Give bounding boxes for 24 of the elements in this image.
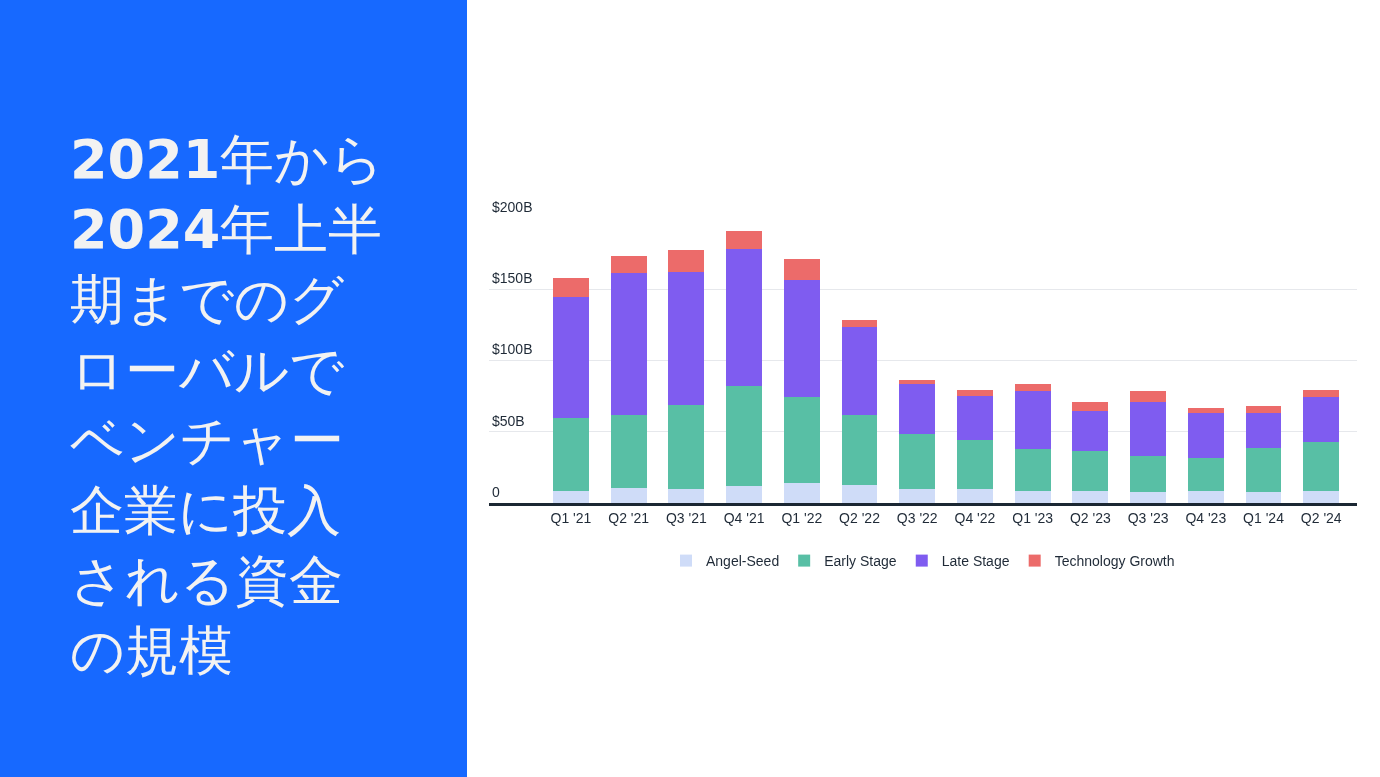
x-tick-label: Q2 '21 <box>608 509 650 526</box>
chart-title: 2021年から2024年上半期までのグローバルでベンチャー企業に投入される資金の規模 <box>70 128 385 683</box>
x-tick-label: Q3 '23 <box>1127 509 1169 526</box>
x-tick-label: Q1 '22 <box>781 509 823 526</box>
x-tick-label: Q4 '23 <box>1185 509 1227 526</box>
y-tick-label: $200B <box>492 198 533 215</box>
x-tick-label: Q1 '23 <box>1012 509 1054 526</box>
legend-label: Angel-Seed <box>706 553 780 570</box>
x-tick-label: Q2 '24 <box>1300 509 1342 526</box>
legend-label: Early Stage <box>824 553 897 570</box>
x-tick-label: Q2 '22 <box>839 509 881 526</box>
x-tick-label: Q2 '23 <box>1069 509 1111 526</box>
x-tick-label: Q1 '24 <box>1243 509 1285 526</box>
x-tick-label: Q4 '21 <box>723 509 765 526</box>
y-tick-label: $100B <box>492 341 533 358</box>
x-tick-label: Q1 '21 <box>550 509 592 526</box>
y-tick-label: $150B <box>492 270 533 287</box>
y-tick-label: $50B <box>492 412 525 429</box>
y-tick-label: 0 <box>492 483 500 500</box>
x-tick-label: Q3 '22 <box>896 509 938 526</box>
x-tick-label: Q4 '22 <box>954 509 996 526</box>
legend-label: Late Stage <box>941 553 1010 570</box>
x-tick-label: Q3 '21 <box>665 509 707 526</box>
legend-label: Technology Growth <box>1054 553 1175 570</box>
